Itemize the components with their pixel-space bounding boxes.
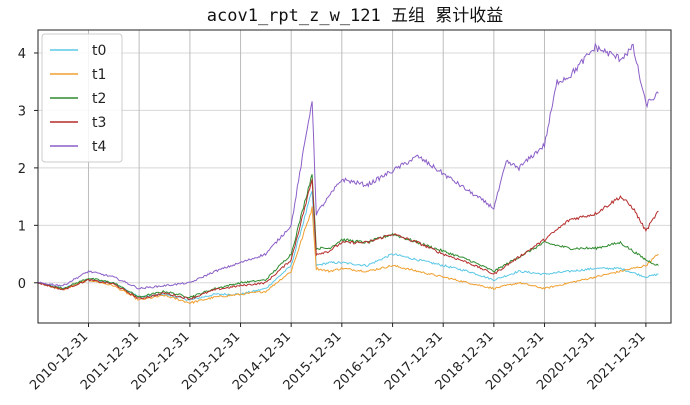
- y-tick-label: 2: [18, 162, 26, 177]
- x-axis-ticks: 2010-12-312011-12-312012-12-312013-12-31…: [27, 323, 649, 393]
- series-lines: [37, 42, 659, 305]
- chart-title: acov1_rpt_z_w_121 五组 累计收益: [207, 6, 503, 26]
- series-line-t3: [37, 179, 659, 301]
- legend-label-t0: t0: [92, 43, 106, 59]
- plot-frame: [37, 29, 672, 324]
- legend-label-t2: t2: [92, 91, 106, 107]
- series-line-t0: [37, 190, 659, 301]
- series-line-t4: [37, 42, 659, 290]
- y-tick-label: 3: [18, 104, 26, 119]
- series-line-t1: [37, 206, 659, 305]
- y-axis-ticks: 0 1 2 3 4: [18, 47, 38, 292]
- grid: [38, 30, 671, 323]
- y-tick-label: 1: [18, 219, 26, 234]
- series-line-t2: [37, 174, 659, 299]
- legend-box: [41, 33, 123, 163]
- legend-label-t3: t3: [92, 115, 106, 131]
- y-tick-label: 0: [18, 277, 26, 292]
- y-tick-label: 4: [18, 47, 26, 62]
- legend-label-t1: t1: [92, 67, 106, 83]
- legend-label-t4: t4: [92, 139, 106, 155]
- legend: t0 t1 t2 t3 t4: [41, 33, 123, 163]
